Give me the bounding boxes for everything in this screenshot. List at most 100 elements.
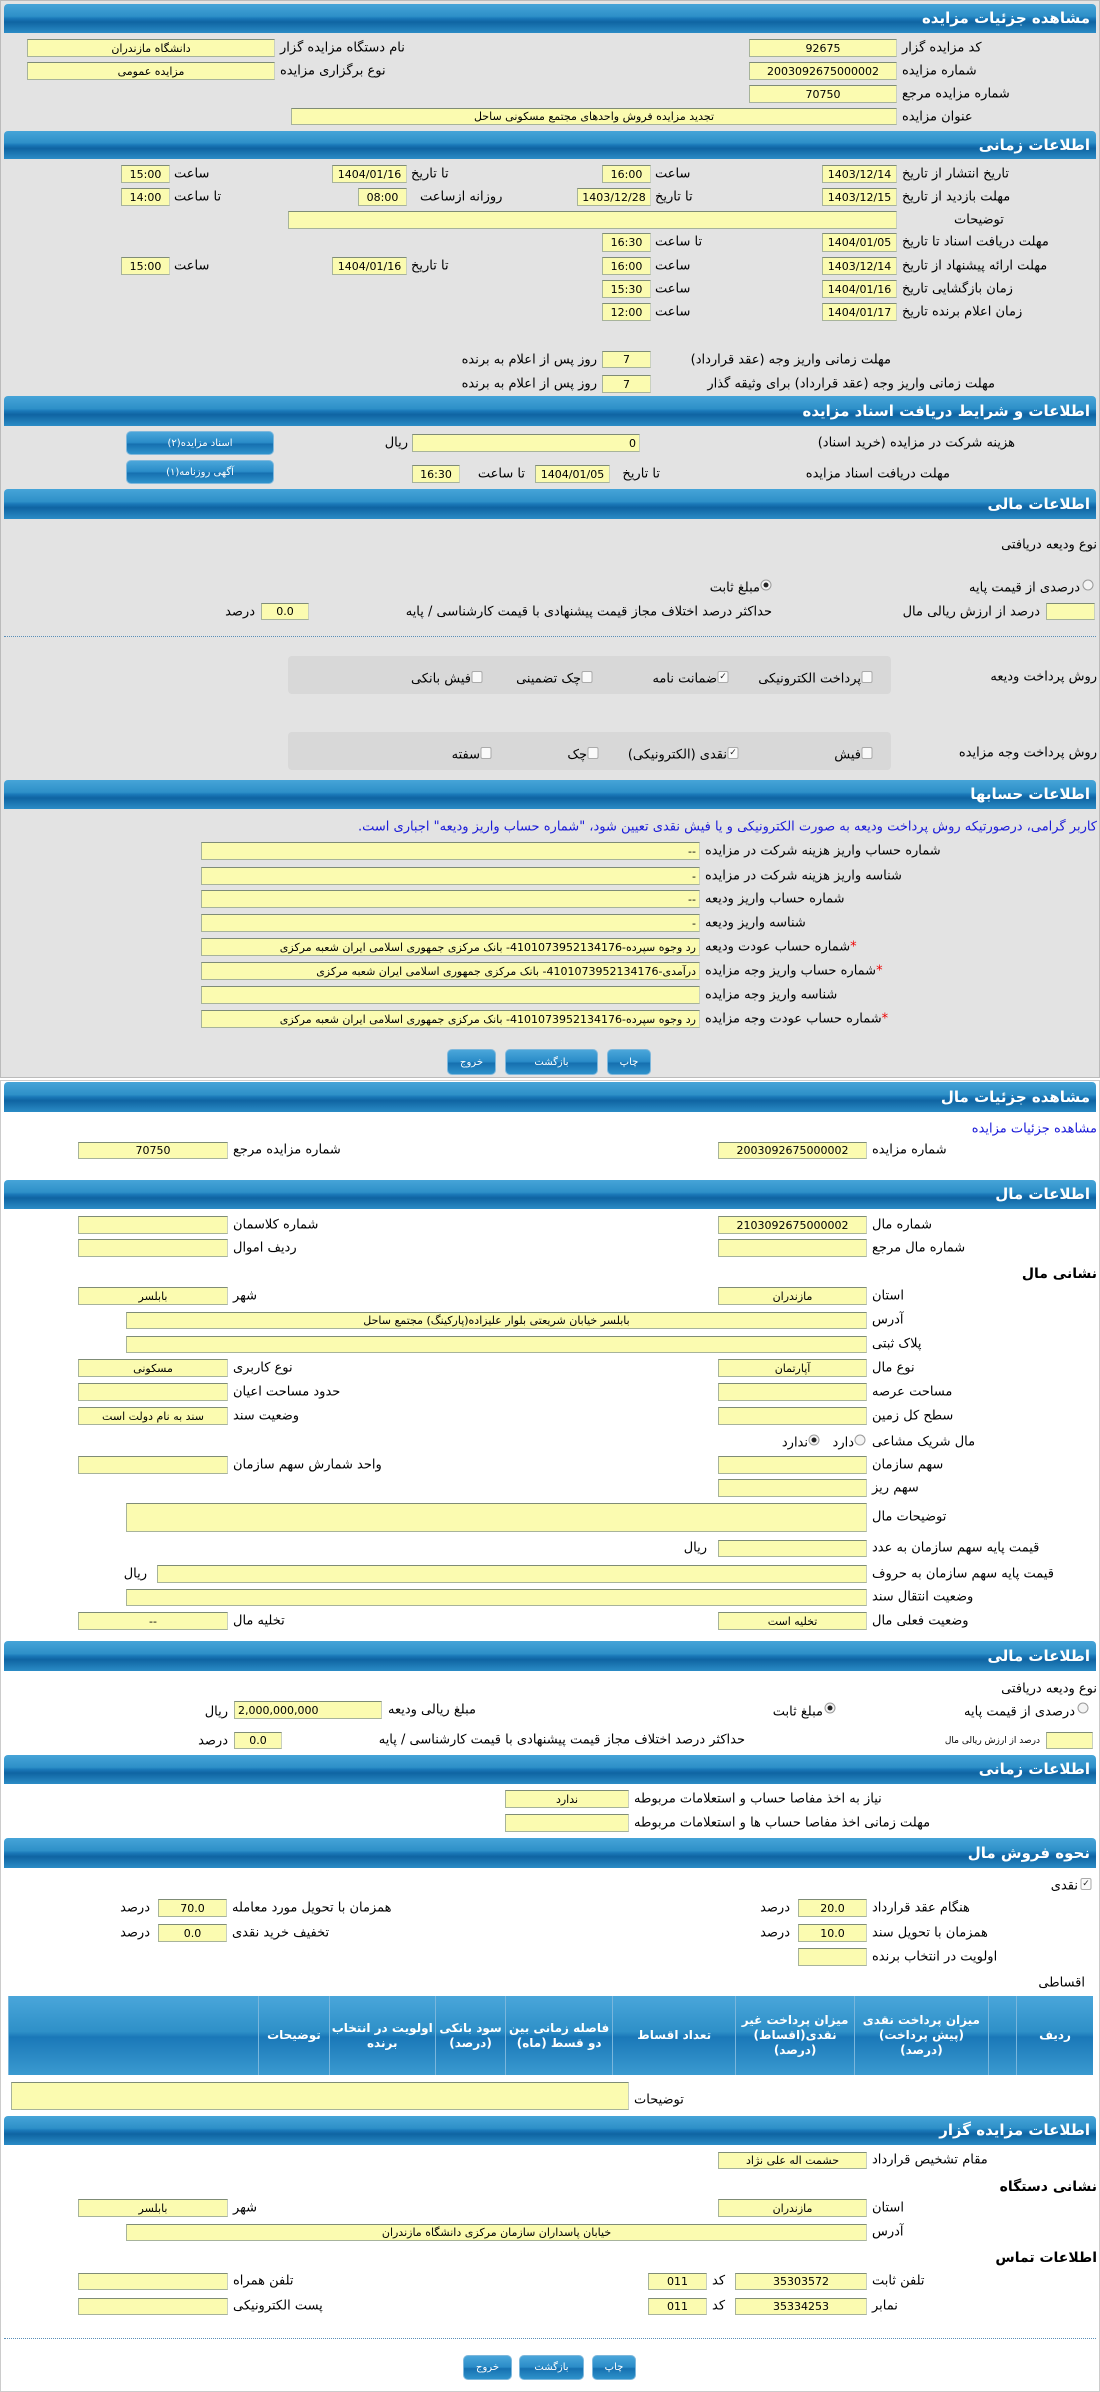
- base-price-words-field[interactable]: [157, 1565, 867, 1583]
- opening-time[interactable]: 15:30: [602, 280, 651, 298]
- proposal-to-date[interactable]: 1404/01/16: [332, 257, 407, 275]
- item-ref-number-field[interactable]: 70750: [78, 1142, 228, 1159]
- deed-status-field[interactable]: سند به نام دولت است: [78, 1407, 228, 1425]
- evacuation-field[interactable]: --: [78, 1612, 228, 1630]
- land-area-field[interactable]: [718, 1383, 867, 1401]
- province-field[interactable]: مازندران: [718, 1287, 867, 1305]
- auction-documents-button[interactable]: اسناد مزایده(۲): [126, 431, 274, 455]
- email-field[interactable]: [78, 2298, 228, 2315]
- classman-field[interactable]: [78, 1216, 228, 1234]
- auctioneer-address-field[interactable]: خیابان پاسداران سازمان مرکزی دانشگاه ماز…: [126, 2224, 867, 2241]
- visit-daily-to[interactable]: 14:00: [121, 188, 170, 206]
- auction-type-field[interactable]: مزایده عمومی: [27, 62, 275, 80]
- item-number-field[interactable]: 2103092675000002: [718, 1216, 867, 1234]
- deposit-method-checkbox[interactable]: [471, 671, 483, 683]
- pledger-deadline-field[interactable]: 7: [602, 375, 651, 393]
- on-contract-field[interactable]: 20.0: [798, 1899, 867, 1917]
- auctioneer-city-field[interactable]: بابلسر: [78, 2199, 228, 2217]
- fee-field[interactable]: 0: [412, 434, 640, 452]
- payment-method-checkbox[interactable]: [861, 747, 873, 759]
- item-percent-of-value-field[interactable]: [1046, 1732, 1093, 1749]
- item-fixed-radio[interactable]: [824, 1702, 836, 1714]
- phone-code-field[interactable]: 011: [648, 2273, 707, 2290]
- visit-daily-from[interactable]: 08:00: [358, 188, 407, 206]
- docs-deadline-time[interactable]: 16:30: [602, 233, 651, 252]
- publish-to-time[interactable]: 15:00: [121, 165, 170, 183]
- account-field[interactable]: --: [201, 890, 700, 908]
- fax-code-field[interactable]: 011: [648, 2298, 707, 2315]
- contract-deadline-field[interactable]: 7: [602, 351, 651, 368]
- share-unit-field[interactable]: [78, 1456, 228, 1474]
- publish-to-date[interactable]: 1404/01/16: [332, 165, 407, 183]
- item-max-diff-field[interactable]: 0.0: [234, 1732, 282, 1749]
- publish-from-time[interactable]: 16:00: [602, 165, 651, 183]
- shared-no-radio[interactable]: [808, 1434, 820, 1446]
- transfer-status-field[interactable]: [126, 1589, 867, 1606]
- current-status-field[interactable]: تخلیه است: [718, 1612, 867, 1630]
- usage-field[interactable]: مسکونی: [78, 1359, 228, 1377]
- ref-number-field[interactable]: 70750: [749, 85, 897, 103]
- auction-number-field[interactable]: 2003092675000002: [749, 62, 897, 80]
- payment-method-checkbox[interactable]: [480, 747, 492, 759]
- docs-receive-time[interactable]: 16:30: [412, 465, 460, 483]
- clearance-needed-field[interactable]: ندارد: [505, 1790, 629, 1808]
- account-field[interactable]: درآمدی-4101073952134176- بانک مرکزی جمهو…: [201, 962, 700, 980]
- base-price-digits-field[interactable]: [718, 1540, 867, 1557]
- phone-field[interactable]: 35303572: [735, 2273, 867, 2290]
- mobile-field[interactable]: [78, 2273, 228, 2290]
- proposal-from-time[interactable]: 16:00: [602, 257, 651, 275]
- total-land-field[interactable]: [718, 1407, 867, 1425]
- account-field[interactable]: -: [201, 914, 700, 932]
- on-deed-field[interactable]: 10.0: [798, 1924, 867, 1942]
- print-button-bottom[interactable]: چاپ: [592, 2355, 636, 2380]
- opening-date[interactable]: 1404/01/16: [822, 280, 897, 298]
- winner-priority-field[interactable]: [798, 1948, 867, 1966]
- docs-deadline-date[interactable]: 1404/01/05: [822, 233, 897, 252]
- exit-button[interactable]: خروج: [447, 1049, 496, 1075]
- proposal-from-date[interactable]: 1403/12/14: [822, 257, 897, 275]
- payment-method-checkbox[interactable]: [587, 747, 599, 759]
- shared-yes-radio[interactable]: [854, 1434, 866, 1446]
- deposit-method-checkbox[interactable]: [581, 671, 593, 683]
- print-button[interactable]: چاپ: [607, 1049, 651, 1075]
- exit-button-bottom[interactable]: خروج: [463, 2355, 512, 2380]
- fixed-amount-radio[interactable]: [760, 579, 772, 591]
- account-field[interactable]: رد وجوه سپرده-4101073952134176- بانک مرک…: [201, 1010, 700, 1028]
- fax-field[interactable]: 35334253: [735, 2298, 867, 2315]
- auctioneer-name-field[interactable]: دانشگاه مازندران: [27, 39, 275, 57]
- item-type-field[interactable]: آپارتمان: [718, 1359, 867, 1377]
- sub-share-field[interactable]: [718, 1479, 867, 1497]
- city-field[interactable]: بابلسر: [78, 1287, 228, 1305]
- auction-details-link[interactable]: مشاهده جزئیات مزایده: [971, 1121, 1097, 1137]
- docs-receive-date[interactable]: 1404/01/05: [535, 465, 610, 483]
- item-auction-number-field[interactable]: 2003092675000002: [718, 1142, 867, 1159]
- authority-field[interactable]: حشمت اله علی نژاد: [718, 2152, 867, 2169]
- deposit-amount-field[interactable]: 2,000,000,000: [234, 1701, 382, 1719]
- visit-from-date[interactable]: 1403/12/15: [822, 188, 897, 206]
- sale-notes-field[interactable]: [11, 2082, 629, 2110]
- item-address-field[interactable]: بابلسر خیابان شریعتی بلوار علیزاده(پارکی…: [126, 1312, 867, 1329]
- item-notes-field[interactable]: [126, 1503, 867, 1532]
- account-field[interactable]: [201, 986, 700, 1004]
- max-diff-field[interactable]: 0.0: [261, 603, 309, 620]
- account-field[interactable]: -: [201, 867, 700, 885]
- payment-method-checkbox[interactable]: ✓: [727, 747, 739, 759]
- visit-to-date[interactable]: 1403/12/28: [577, 188, 651, 206]
- back-button[interactable]: بازگشت: [505, 1049, 598, 1075]
- item-ref-field[interactable]: [718, 1239, 867, 1257]
- newspaper-ad-button[interactable]: آگهی روزنامه(۱): [126, 460, 274, 484]
- on-delivery-field[interactable]: 70.0: [158, 1899, 227, 1917]
- back-button-bottom[interactable]: بازگشت: [519, 2355, 584, 2380]
- deposit-method-checkbox[interactable]: ✓: [717, 671, 729, 683]
- deposit-method-checkbox[interactable]: [861, 671, 873, 683]
- plate-field[interactable]: [126, 1336, 867, 1353]
- org-share-field[interactable]: [718, 1456, 867, 1474]
- subject-field[interactable]: تجدید مزایده فروش واحدهای مجتمع مسکونی س…: [291, 108, 897, 125]
- asset-row-field[interactable]: [78, 1239, 228, 1257]
- account-field[interactable]: --: [201, 842, 700, 860]
- cash-checkbox[interactable]: ✓: [1080, 1878, 1092, 1890]
- percent-radio[interactable]: [1082, 579, 1094, 591]
- winner-date[interactable]: 1404/01/17: [822, 303, 897, 321]
- clearance-deadline-field[interactable]: [505, 1814, 629, 1832]
- account-field[interactable]: رد وجوه سپرده-4101073952134176- بانک مرک…: [201, 938, 700, 956]
